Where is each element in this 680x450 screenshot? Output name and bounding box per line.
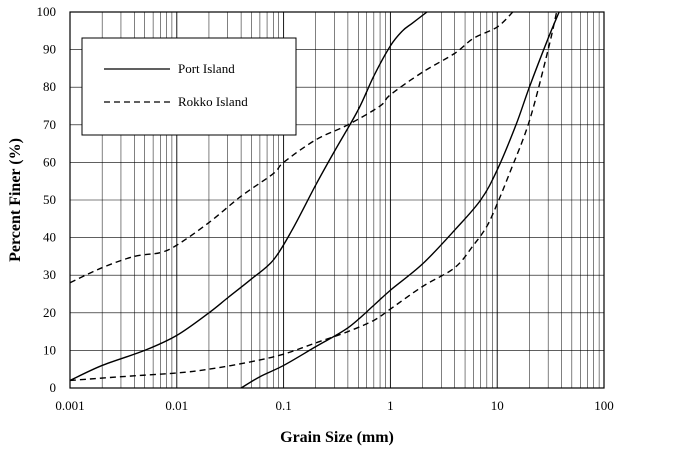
legend-box [81,37,297,136]
x-tick-label: 100 [594,398,614,413]
y-tick-label: 20 [43,305,56,320]
x-tick-label: 1 [387,398,394,413]
plot-frame [69,11,605,389]
y-tick-label: 70 [43,117,56,132]
y-tick-label: 50 [43,192,56,207]
x-tick-label: 10 [491,398,504,413]
x-tick-label: 0.1 [275,398,291,413]
y-tick-label: 10 [43,342,56,357]
y-tick-label: 90 [43,42,56,57]
tick-labels: 0.001 0.01 0.1 1 10 100 0 10 20 30 40 50 60 70 80 90 100 [37,4,614,413]
y-tick-label: 40 [43,230,56,245]
x-tick-label: 0.01 [165,398,188,413]
port-island-curve-1 [70,12,428,382]
data-curves [70,12,560,388]
y-tick-label: 100 [37,4,57,19]
legend-rokko-island-label: Rokko Island [178,94,248,109]
legend-port-island-label: Port Island [178,61,235,76]
rokko-island-curve-1 [70,12,514,284]
x-tick-label: 0.001 [55,398,84,413]
y-tick-label: 30 [43,267,56,282]
y-tick-label: 0 [50,380,57,395]
y-tick-label: 60 [43,154,56,169]
port-island-curve-2 [240,12,560,388]
x-axis-title: Grain Size (mm) [280,429,394,446]
rokko-island-curve-2 [70,12,558,382]
legend: Port Island Rokko Island [81,37,297,136]
y-tick-label: 80 [43,79,56,94]
y-axis-title: Percent Finer (%) [7,138,24,262]
